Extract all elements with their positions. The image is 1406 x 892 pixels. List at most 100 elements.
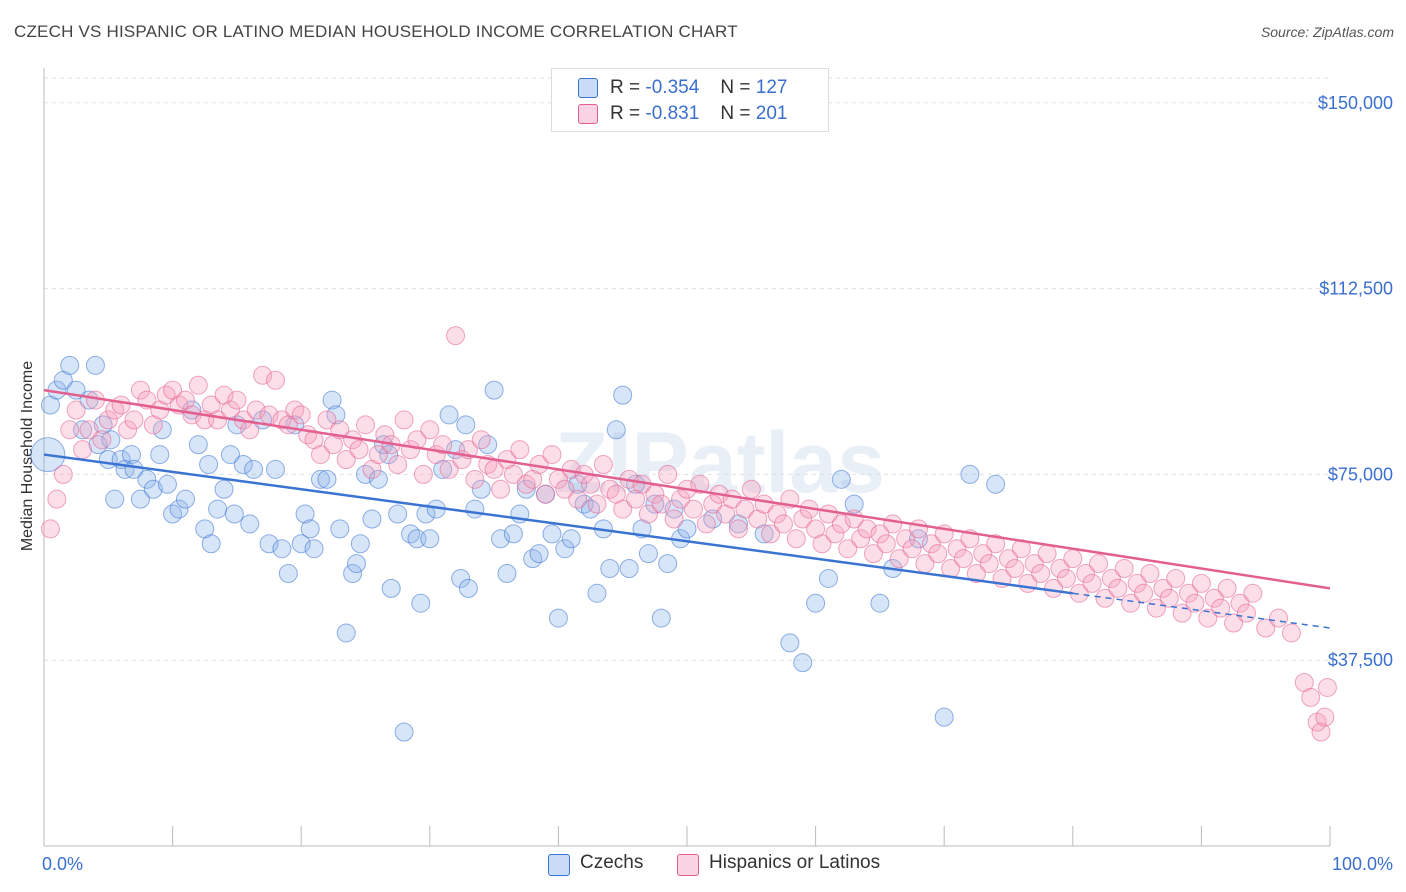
hispanics-point [420, 420, 440, 440]
hispanics-point [953, 549, 973, 569]
hispanics-point [1256, 618, 1276, 638]
hispanics-point [265, 370, 285, 390]
hispanics-point [651, 494, 671, 514]
y-tick-label: $75,000 [1328, 464, 1393, 484]
hispanics-point [863, 544, 883, 564]
hispanics-point [503, 464, 523, 484]
hispanics-point [439, 459, 459, 479]
hispanics-label: Hispanics or Latinos [709, 852, 881, 873]
hispanics-point [825, 524, 845, 544]
hispanics-point [999, 549, 1018, 569]
czechs-point [336, 623, 356, 643]
czechs-point [322, 390, 342, 410]
czechs-point [491, 529, 511, 549]
czechs-point [60, 355, 80, 375]
czechs-point [613, 385, 633, 405]
czechs-point [326, 405, 346, 425]
hispanics-point [883, 514, 903, 534]
czechs-point [934, 707, 954, 727]
hispanics-point [1114, 559, 1134, 579]
hispanics-point [1230, 593, 1250, 613]
hispanics-point [394, 410, 414, 430]
hispanics-point [735, 499, 755, 519]
czechs-point [163, 504, 183, 524]
hispanics-point [1269, 608, 1289, 628]
hispanics-point [703, 494, 723, 514]
czechs-point [548, 608, 568, 628]
czechs-point [619, 559, 639, 579]
hispanics-point [658, 464, 678, 484]
hispanics-point [908, 519, 928, 539]
czechs-point [420, 529, 440, 549]
hispanics-point [1031, 563, 1051, 583]
hispanics-point [272, 410, 292, 430]
hispanics-point [1204, 588, 1224, 608]
hispanics-point [870, 524, 890, 544]
hispanics-point [92, 430, 112, 450]
hispanics-point [1140, 563, 1160, 583]
hispanics-point [568, 489, 588, 509]
czechs-point [529, 544, 549, 564]
hispanics-point [838, 539, 858, 559]
czechs-point [350, 534, 370, 554]
hispanics-point [356, 415, 375, 435]
czechs-point [870, 593, 890, 613]
czechs-point [362, 509, 382, 529]
czechs-point [199, 454, 219, 474]
hispanics-point [979, 554, 999, 574]
czechs-point [555, 539, 575, 559]
hispanics-point [986, 534, 1006, 554]
hispanics-point [793, 509, 813, 529]
source-label: Source: ZipAtlas.com [1260, 24, 1394, 40]
hispanics-point [1134, 583, 1154, 603]
czechs-point [300, 519, 320, 539]
czechs-point [503, 524, 523, 544]
hispanics-point [600, 479, 620, 499]
czechs-point [150, 445, 170, 465]
hispanics-point [767, 504, 787, 524]
r-label: R = [610, 77, 641, 98]
hispanics-point [317, 410, 337, 430]
czechs-point [152, 420, 172, 440]
hispanics-point [690, 474, 710, 494]
hispanics-point [812, 534, 832, 554]
hispanics-point [1191, 573, 1211, 593]
czechs-point [638, 544, 658, 564]
hispanics-point [1082, 573, 1102, 593]
hispanics-point [1236, 603, 1256, 623]
hispanics-swatch [578, 104, 598, 124]
hispanics-point [831, 514, 851, 534]
hispanics-point [741, 479, 761, 499]
czechs-point [645, 494, 665, 514]
czechs-point [304, 539, 324, 559]
hispanics-point [1166, 568, 1186, 588]
hispanics-point [876, 534, 896, 554]
czechs-point [137, 469, 157, 489]
hispanics-point [227, 390, 247, 410]
r-value: -0.831 [645, 103, 700, 124]
hispanics-point [728, 519, 748, 539]
hispanics-point [368, 445, 388, 465]
czechs-point [677, 519, 697, 539]
czechs-point [105, 489, 125, 509]
czechs-point [561, 529, 581, 549]
czechs-point [484, 380, 504, 400]
n-label: N = [720, 103, 751, 124]
hispanics-point [47, 489, 67, 509]
hispanics-point [246, 400, 266, 420]
hispanics-point [696, 514, 716, 534]
hispanics-point [536, 484, 556, 504]
czechs-point [175, 489, 195, 509]
hispanics-point [510, 440, 530, 460]
czechs-point [295, 504, 315, 524]
hispanics-point [1101, 568, 1121, 588]
czechs-point [157, 474, 177, 494]
hispanics-point [1076, 563, 1096, 583]
hispanics-point [53, 464, 73, 484]
czechs-point [224, 504, 244, 524]
hispanics-point [921, 534, 941, 554]
hispanics-point [1153, 578, 1173, 598]
czechs-point [214, 479, 234, 499]
n-value: 127 [755, 77, 788, 98]
hispanics-point [1005, 559, 1025, 579]
